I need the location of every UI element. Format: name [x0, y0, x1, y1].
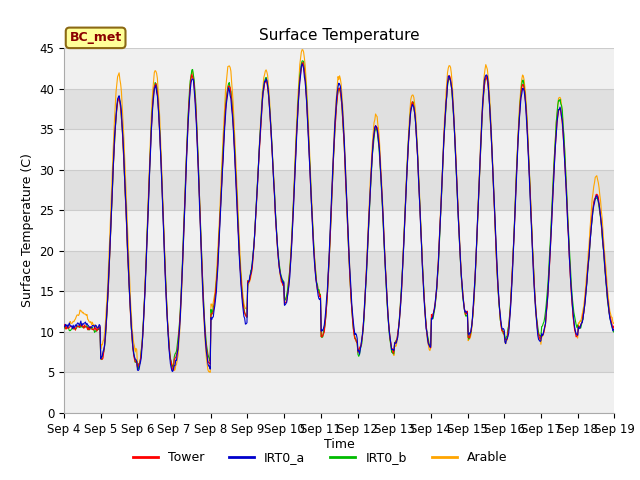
Bar [64, 88, 614, 129]
Bar [64, 129, 614, 169]
Bar [64, 372, 614, 413]
Bar [64, 251, 614, 291]
Bar [64, 210, 614, 251]
Bar [64, 291, 614, 332]
Bar [64, 169, 614, 210]
Title: Surface Temperature: Surface Temperature [259, 28, 419, 43]
Y-axis label: Surface Temperature (C): Surface Temperature (C) [21, 154, 34, 307]
X-axis label: Time: Time [324, 438, 355, 451]
Legend: Tower, IRT0_a, IRT0_b, Arable: Tower, IRT0_a, IRT0_b, Arable [128, 446, 512, 469]
Bar [64, 48, 614, 88]
Text: BC_met: BC_met [70, 31, 122, 44]
Bar [64, 332, 614, 372]
